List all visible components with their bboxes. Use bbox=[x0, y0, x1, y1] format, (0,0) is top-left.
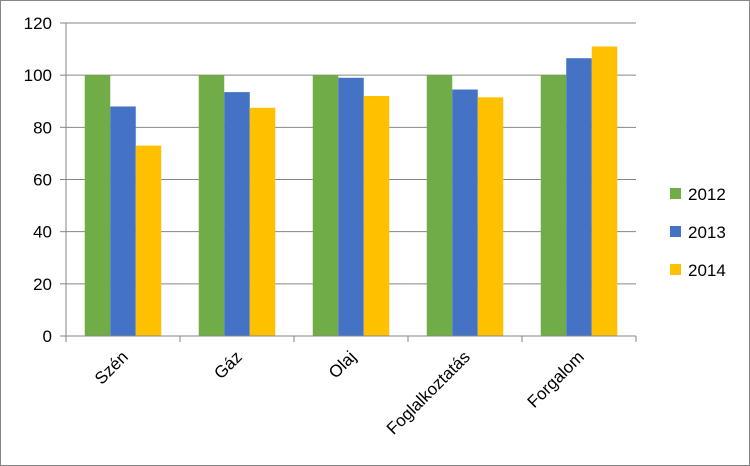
y-tick-label: 60 bbox=[33, 171, 52, 190]
x-category-label: Szén bbox=[91, 347, 132, 388]
bars bbox=[84, 46, 618, 337]
x-category-label: Foglalkoztatás bbox=[383, 347, 474, 438]
legend-swatch-2012 bbox=[670, 188, 681, 199]
bar-2013-3 bbox=[452, 89, 478, 336]
bar-2012-1 bbox=[198, 75, 225, 337]
legend: 2012 2013 2014 bbox=[670, 185, 726, 280]
legend-swatch-2013 bbox=[670, 226, 681, 237]
x-category-label: Gáz bbox=[210, 347, 245, 382]
bar-2014-1 bbox=[249, 107, 276, 336]
bar-2012-4 bbox=[540, 75, 567, 337]
legend-label-2013: 2013 bbox=[688, 223, 726, 242]
x-category-label: Olaj bbox=[325, 347, 360, 382]
bar-2012-0 bbox=[84, 75, 111, 337]
axes bbox=[60, 22, 637, 342]
legend-swatch-2014 bbox=[670, 264, 681, 275]
bar-2014-0 bbox=[135, 145, 162, 336]
bar-2014-4 bbox=[591, 46, 618, 336]
legend-label-2012: 2012 bbox=[688, 185, 726, 204]
y-tick-label: 20 bbox=[33, 275, 52, 294]
x-category-label: Forgalom bbox=[524, 347, 588, 411]
y-tick-labels: 0 20 40 60 80 100 120 bbox=[24, 14, 52, 346]
bar-2014-3 bbox=[477, 97, 504, 337]
x-category-labels: Szén Gáz Olaj Foglalkoztatás Forgalom bbox=[91, 347, 588, 438]
bar-2013-0 bbox=[110, 106, 136, 336]
legend-label-2014: 2014 bbox=[688, 261, 726, 280]
bar-2013-2 bbox=[338, 77, 364, 337]
bar-2014-2 bbox=[363, 96, 390, 337]
bar-2013-1 bbox=[224, 92, 250, 336]
y-tick-label: 100 bbox=[24, 66, 52, 85]
y-tick-label: 120 bbox=[24, 14, 52, 33]
bar-2012-3 bbox=[426, 75, 453, 337]
y-tick-label: 80 bbox=[33, 118, 52, 137]
bar-2012-2 bbox=[312, 75, 339, 337]
y-tick-label: 40 bbox=[33, 223, 52, 242]
y-tick-label: 0 bbox=[43, 327, 52, 346]
bar-2013-4 bbox=[566, 58, 592, 337]
